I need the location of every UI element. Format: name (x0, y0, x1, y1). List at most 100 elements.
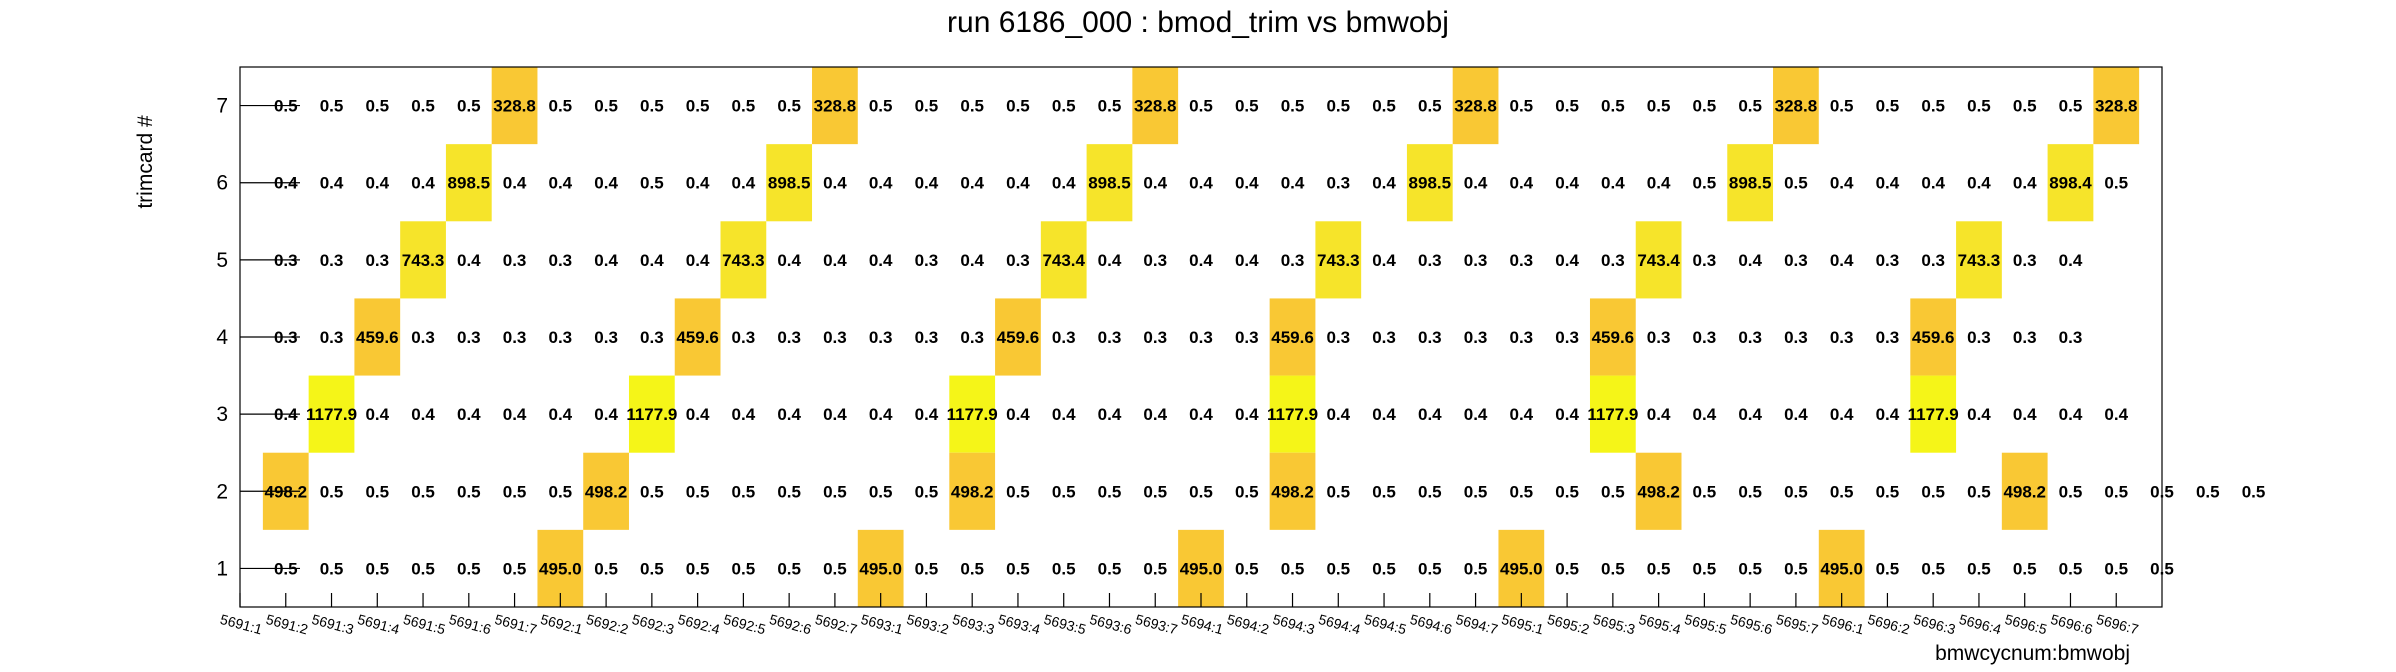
cell-value-label: 328.8 (2095, 97, 2138, 116)
heatmap-cell (1269, 375, 1316, 453)
cell-value-label: 0.5 (2059, 482, 2083, 501)
cell-value-label: 0.3 (503, 251, 527, 270)
cell-value-label: 0.5 (2013, 559, 2037, 578)
cell-value-label: 0.3 (1510, 251, 1534, 270)
cell-value-label: 0.5 (1601, 559, 1625, 578)
cell-value-label: 1177.9 (1908, 405, 1959, 424)
cell-value-label: 0.3 (549, 328, 573, 347)
y-axis-title: trimcard # (134, 115, 157, 209)
cell-value-label: 0.3 (1143, 328, 1167, 347)
x-tick-label: 5695:2 (1546, 611, 1592, 638)
cell-value-label: 0.5 (686, 559, 710, 578)
cell-value-label: 0.5 (1326, 482, 1350, 501)
cell-value-label: 743.3 (1958, 251, 2001, 270)
cell-value-label: 0.4 (1418, 405, 1442, 424)
cell-value-label: 0.5 (1967, 559, 1991, 578)
x-tick-label: 5693:2 (905, 611, 951, 638)
cell-value-label: 1177.9 (1587, 405, 1638, 424)
cell-value-label: 0.4 (1464, 405, 1488, 424)
cell-value-label: 0.4 (1372, 174, 1396, 193)
cell-value-label: 0.5 (2059, 97, 2083, 116)
cell-value-label: 0.5 (1418, 559, 1442, 578)
heatmap-cell-labels: 0.5 0.5 0.5 0.5 0.5 328.8 0.5 0.5 0.5 0.5 0.5 0.5 32… (264, 97, 2265, 579)
cell-value-label: 0.5 (2104, 559, 2128, 578)
cell-value-label: 0.3 (1967, 328, 1991, 347)
cell-value-label: 0.3 (1281, 251, 1305, 270)
cell-value-label: 898.5 (1409, 174, 1452, 193)
cell-value-label: 459.6 (676, 328, 719, 347)
cell-value-label: 0.3 (457, 328, 481, 347)
cell-value-label: 0.4 (823, 251, 847, 270)
cell-value-label: 0.5 (2104, 482, 2128, 501)
cell-value-label: 0.4 (1876, 174, 1900, 193)
x-tick-label: 5694:4 (1317, 611, 1363, 638)
cell-value-label: 0.5 (1601, 482, 1625, 501)
cell-value-label: 0.4 (960, 174, 984, 193)
cell-value-label: 0.4 (1738, 251, 1762, 270)
cell-value-label: 0.4 (411, 405, 435, 424)
x-tick-label: 5691:7 (493, 611, 539, 638)
cell-value-label: 0.5 (1967, 482, 1991, 501)
cell-value-label: 0.4 (503, 405, 527, 424)
x-tick-label: 5691:6 (447, 611, 493, 638)
cell-value-label: 0.4 (503, 174, 527, 193)
cell-value-label: 0.5 (1738, 559, 1762, 578)
cell-value-label: 328.8 (493, 97, 536, 116)
cell-value-label: 498.2 (2003, 482, 2046, 501)
cell-value-label: 0.5 (915, 559, 939, 578)
cell-value-label: 0.4 (1693, 405, 1717, 424)
cell-value-label: 0.3 (1326, 328, 1350, 347)
cell-value-label: 0.3 (411, 328, 435, 347)
cell-value-label: 743.4 (1637, 251, 1680, 270)
cell-value-label: 0.4 (1006, 174, 1030, 193)
cell-value-label: 898.5 (768, 174, 811, 193)
cell-value-label: 0.4 (1830, 251, 1854, 270)
cell-value-label: 0.4 (1510, 174, 1534, 193)
x-tick-label: 5694:6 (1408, 611, 1454, 638)
cell-value-label: 0.4 (1052, 174, 1076, 193)
cell-value-label: 0.5 (1143, 559, 1167, 578)
chart-title: run 6186_000 : bmod_trim vs bmwobj (947, 6, 1449, 39)
cell-value-label: 0.5 (594, 559, 618, 578)
cell-value-label: 0.5 (457, 97, 481, 116)
cell-value-label: 0.4 (1372, 251, 1396, 270)
cell-value-label: 743.3 (722, 251, 765, 270)
heatmap-cell (308, 375, 355, 453)
cell-value-label: 0.5 (1098, 482, 1122, 501)
cell-value-label: 328.8 (814, 97, 857, 116)
heatmap-cell (583, 452, 629, 530)
x-tick-label: 5696:7 (2095, 611, 2141, 638)
cell-value-label: 0.4 (2013, 405, 2037, 424)
cell-value-label: 0.5 (1418, 97, 1442, 116)
cell-value-label: 0.4 (869, 405, 893, 424)
cell-value-label: 0.5 (365, 97, 389, 116)
x-tick-label: 5696:2 (1866, 611, 1912, 638)
cell-value-label: 0.3 (503, 328, 527, 347)
cell-value-label: 0.3 (549, 251, 573, 270)
cell-value-label: 0.4 (777, 251, 801, 270)
cell-value-label: 495.0 (539, 559, 582, 578)
x-tick-label: 5694:5 (1363, 611, 1409, 638)
cell-value-label: 0.5 (1830, 482, 1854, 501)
x-tick-label: 5694:1 (1180, 611, 1226, 638)
cell-value-label: 0.3 (823, 328, 847, 347)
cell-value-label: 0.4 (320, 174, 344, 193)
cell-value-label: 0.5 (1921, 559, 1945, 578)
x-tick-label: 5691:1 (219, 611, 265, 638)
cell-value-label: 0.5 (2104, 174, 2128, 193)
cell-value-label: 0.3 (960, 328, 984, 347)
cell-value-label: 0.4 (1830, 174, 1854, 193)
heatmap-cell (354, 298, 401, 376)
cell-value-label: 0.5 (1876, 559, 1900, 578)
cell-value-label: 0.5 (1555, 482, 1579, 501)
y-tick-label: 5 (216, 249, 228, 272)
cell-value-label: 0.4 (2104, 405, 2128, 424)
cell-value-label: 0.3 (320, 328, 344, 347)
heatmap-cell (1452, 67, 1499, 145)
heatmap-cell (1589, 298, 1636, 376)
cell-value-label: 1177.9 (626, 405, 677, 424)
cell-value-label: 0.3 (2059, 328, 2083, 347)
x-axis-title: bmwcycnum:bmwobj (1935, 642, 2130, 665)
cell-value-label: 0.3 (1464, 251, 1488, 270)
cell-value-label: 0.5 (1921, 97, 1945, 116)
